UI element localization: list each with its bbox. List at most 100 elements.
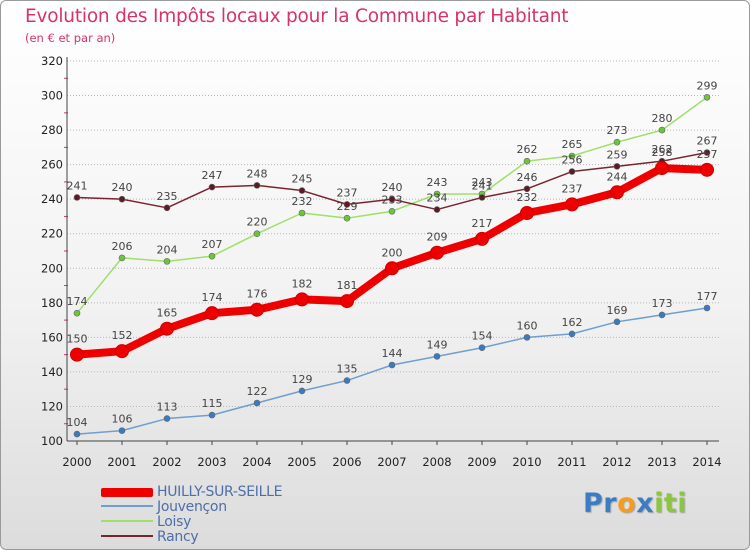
data-label-rancy: 240 [112, 181, 133, 194]
data-label-rancy: 262 [652, 143, 673, 156]
data-point-huilly-sur-seille [520, 206, 534, 220]
logo-letter: i [654, 488, 664, 519]
x-tick-label: 2010 [512, 455, 541, 469]
data-point-loisy [163, 258, 171, 265]
data-point-loisy [253, 230, 261, 238]
data-point-huilly-sur-seille [475, 231, 489, 246]
data-point-loisy [433, 190, 441, 198]
data-point-rancy [433, 206, 441, 213]
y-tick-label: 220 [41, 227, 63, 241]
data-point-jouven-on [208, 411, 216, 419]
data-point-jouven-on [118, 427, 126, 434]
data-label-rancy: 247 [202, 169, 223, 182]
data-point-huilly-sur-seille [565, 197, 579, 212]
y-tick-label: 120 [41, 399, 63, 413]
legend-label-huilly: HUILLY-SUR-SEILLE [157, 484, 283, 500]
data-label-huilly-sur-seille: 217 [472, 217, 493, 230]
data-point-huilly-sur-seille [655, 161, 669, 176]
data-point-huilly-sur-seille [610, 185, 624, 200]
data-label-rancy: 259 [607, 148, 628, 161]
data-label-jouven-on: 144 [382, 347, 403, 360]
data-label-jouven-on: 162 [562, 316, 583, 329]
data-label-rancy: 235 [157, 190, 178, 203]
data-label-loisy: 243 [472, 176, 493, 189]
x-tick-label: 2008 [422, 455, 451, 469]
data-label-jouven-on: 169 [607, 304, 628, 317]
x-tick-label: 2004 [242, 455, 271, 469]
y-tick-label: 300 [41, 89, 63, 103]
data-point-rancy [568, 168, 576, 175]
data-label-loisy: 204 [157, 243, 178, 256]
data-point-rancy [613, 163, 621, 170]
data-label-huilly-sur-seille: 174 [202, 291, 223, 304]
y-tick-label: 240 [41, 192, 63, 206]
proxiti-logo: Proxiti [583, 488, 687, 519]
data-point-jouven-on [523, 334, 531, 341]
data-point-jouven-on [703, 304, 711, 312]
data-point-loisy [118, 254, 126, 262]
data-point-huilly-sur-seille [340, 294, 354, 309]
data-point-loisy [298, 209, 306, 217]
x-tick-label: 2005 [287, 455, 316, 469]
data-label-rancy: 256 [562, 154, 583, 167]
data-label-huilly-sur-seille: 237 [562, 182, 583, 195]
data-label-huilly-sur-seille: 209 [427, 231, 448, 244]
x-tick-label: 2012 [602, 455, 631, 469]
x-tick-label: 2006 [332, 455, 361, 469]
data-label-huilly-sur-seille: 152 [112, 329, 133, 342]
data-point-rancy [163, 204, 171, 212]
data-point-huilly-sur-seille [430, 245, 444, 260]
data-label-loisy: 207 [202, 238, 223, 251]
data-point-rancy [703, 149, 711, 156]
data-label-jouven-on: 173 [652, 297, 673, 310]
data-label-huilly-sur-seille: 244 [607, 170, 628, 183]
logo-letter: P [583, 488, 604, 519]
x-tick-label: 2002 [152, 455, 181, 469]
data-point-loisy [523, 157, 531, 165]
data-label-huilly-sur-seille: 182 [292, 277, 313, 290]
chart-subtitle: (en € et par an) [25, 31, 116, 45]
y-tick-label: 320 [41, 54, 63, 68]
legend-label-loisy: Loisy [157, 514, 192, 530]
data-label-huilly-sur-seille: 200 [382, 246, 403, 259]
logo-letter: i [677, 488, 688, 519]
data-point-jouven-on [343, 377, 351, 384]
data-point-jouven-on [253, 399, 261, 407]
data-label-rancy: 234 [427, 192, 448, 205]
y-tick-label: 100 [41, 434, 63, 448]
data-point-huilly-sur-seille [700, 162, 714, 177]
data-label-huilly-sur-seille: 257 [697, 148, 718, 161]
data-label-rancy: 248 [247, 167, 268, 180]
legend-swatch-jouvencon [101, 505, 153, 507]
legend-label-rancy: Rancy [157, 529, 199, 545]
data-point-rancy [253, 182, 261, 189]
data-label-loisy: 299 [697, 79, 718, 92]
data-point-loisy [343, 214, 351, 222]
data-point-rancy [118, 195, 126, 203]
data-label-loisy: 206 [112, 240, 133, 253]
data-point-jouven-on [478, 344, 486, 352]
data-point-huilly-sur-seille [205, 306, 219, 321]
logo-letter: x [636, 488, 655, 519]
x-tick-label: 2013 [647, 455, 676, 469]
data-point-jouven-on [163, 415, 171, 422]
data-label-huilly-sur-seille: 232 [517, 191, 538, 204]
data-label-rancy: 241 [67, 179, 88, 192]
data-point-jouven-on [433, 353, 441, 360]
x-tick-label: 2000 [62, 455, 91, 469]
data-point-huilly-sur-seille [385, 261, 399, 276]
data-label-rancy: 241 [472, 179, 493, 192]
x-tick-label: 2001 [107, 455, 136, 469]
y-tick-label: 280 [41, 123, 63, 137]
data-label-huilly-sur-seille: 165 [157, 307, 178, 320]
data-point-jouven-on [568, 330, 576, 338]
data-point-rancy [298, 187, 306, 194]
data-point-huilly-sur-seille [70, 347, 84, 362]
data-label-loisy: 273 [607, 124, 628, 137]
data-label-huilly-sur-seille: 150 [67, 333, 88, 346]
data-point-rancy [523, 185, 531, 193]
y-tick-label: 140 [41, 365, 63, 379]
data-label-huilly-sur-seille: 181 [337, 279, 358, 292]
